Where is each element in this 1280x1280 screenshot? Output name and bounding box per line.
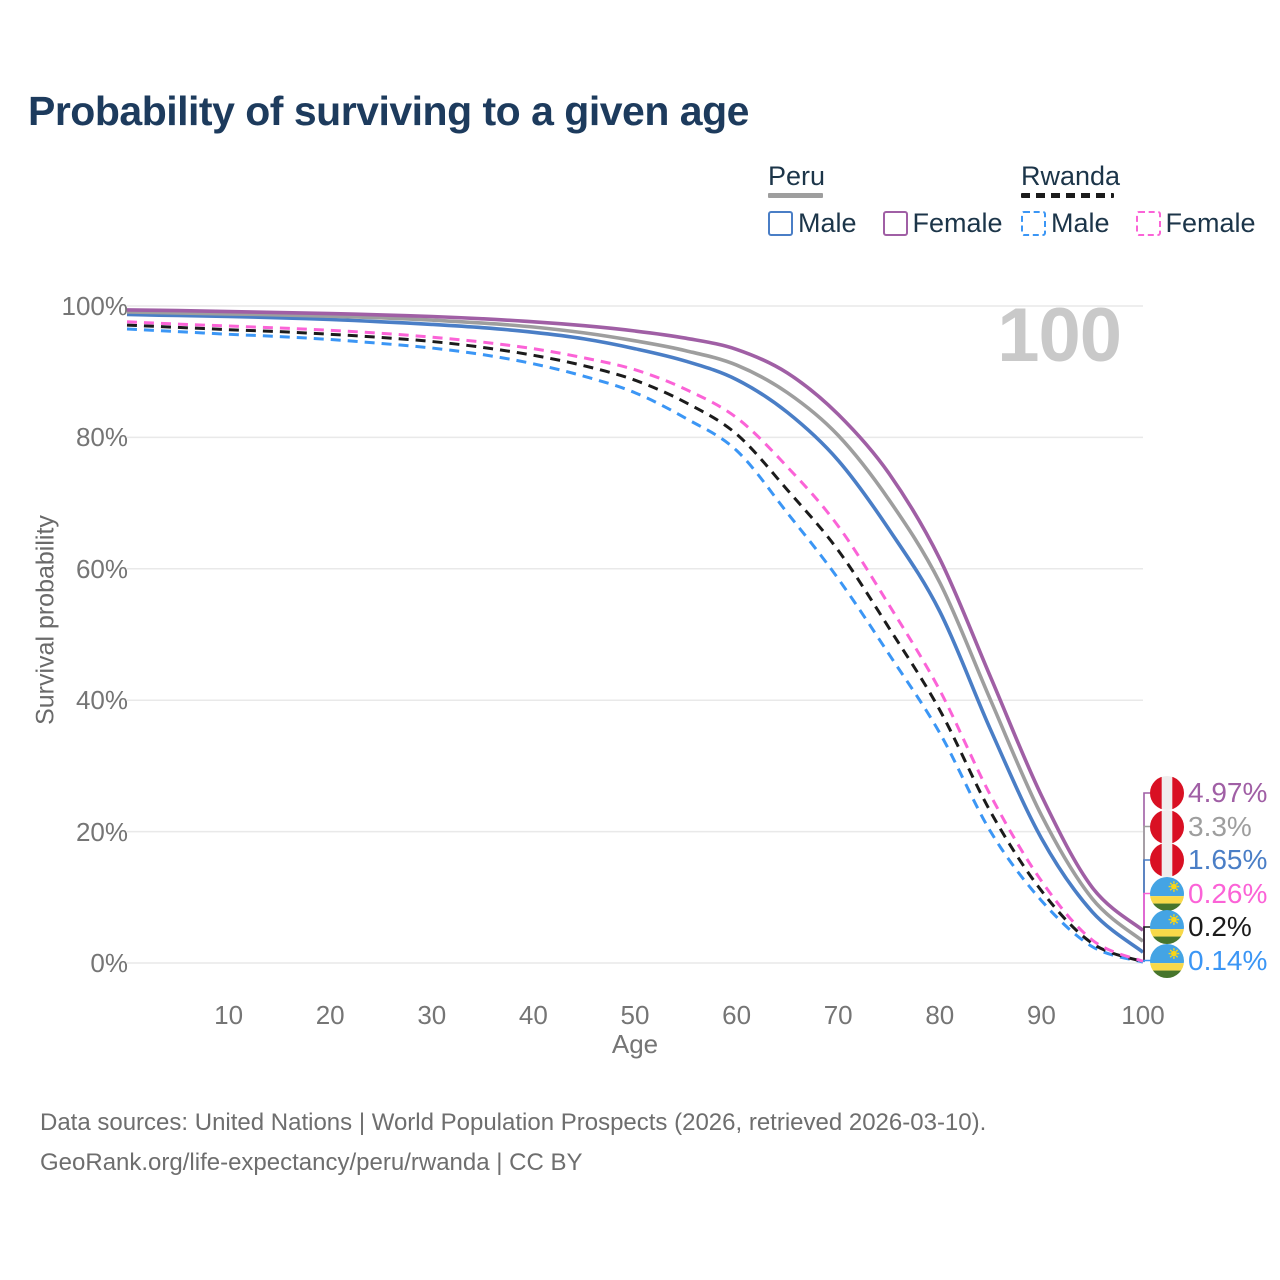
y-tick-label: 100% <box>61 291 129 321</box>
legend-label-rwanda-male: Male <box>1051 208 1110 238</box>
series-line-rwanda <box>126 323 1144 964</box>
end-label-value: 3.3% <box>1188 810 1252 842</box>
y-tick-label: 80% <box>75 422 128 453</box>
end-label-connector <box>1143 959 1151 963</box>
x-tick-label: 70 <box>823 1000 853 1030</box>
series-line-peru-female <box>126 308 1145 932</box>
legend-label-rwanda-female: Female <box>1165 208 1256 238</box>
legend-swatch-rwanda-male[interactable] <box>1021 211 1046 236</box>
legend-item-rwanda-female[interactable]: Female <box>1135 208 1256 239</box>
legend-group-peru: Peru Male Female <box>768 162 1003 239</box>
end-label-row-rwanda-male: 0.14% <box>1150 943 1268 978</box>
flag-icon-peru <box>1150 776 1184 810</box>
y-tick-label: 60% <box>75 553 128 584</box>
end-label-value: 0.14% <box>1188 944 1268 976</box>
x-tick-label: 40 <box>518 1000 548 1030</box>
x-tick-label: 80 <box>925 1000 955 1030</box>
legend-group-rwanda: Rwanda Male Female <box>1021 162 1256 239</box>
footer-data-sources: Data sources: United Nations | World Pop… <box>40 1109 987 1136</box>
end-label-value: 1.65% <box>1188 844 1268 875</box>
y-axis-title: Survival probability <box>31 515 60 725</box>
end-label-row-peru: 3.3% <box>1150 809 1252 844</box>
x-tick-label: 100 <box>1121 1000 1165 1030</box>
legend-swatch-rwanda-female[interactable] <box>1135 211 1161 236</box>
flag-icon-peru <box>1150 809 1184 844</box>
y-tick-label: 20% <box>75 816 128 847</box>
legend-swatch-peru-male[interactable] <box>768 211 793 236</box>
end-label-row-peru-female: 4.97% <box>1150 776 1267 810</box>
legend-label-peru-female: Female <box>912 208 1003 238</box>
end-label-value: 0.26% <box>1188 877 1268 909</box>
x-tick-label: 60 <box>722 1000 752 1030</box>
x-tick-label: 90 <box>1026 1000 1056 1030</box>
end-label-value: 0.2% <box>1188 911 1252 942</box>
footer: Data sources: United Nations | World Pop… <box>40 1103 986 1183</box>
legend-item-peru-male[interactable]: Male <box>768 208 857 239</box>
x-tick-label: 30 <box>417 1000 447 1030</box>
end-label-value: 4.97% <box>1188 777 1268 808</box>
end-label-row-rwanda: 0.2% <box>1150 910 1252 944</box>
x-tick-label: 50 <box>620 1000 650 1030</box>
y-tick-label: 0% <box>90 948 128 978</box>
x-tick-label: 20 <box>315 1000 345 1030</box>
end-label-row-rwanda-female: 0.26% <box>1150 876 1268 911</box>
flag-icon-rwanda <box>1150 943 1184 978</box>
flag-icon-rwanda <box>1150 910 1184 944</box>
x-tick-label: 10 <box>214 1000 244 1030</box>
legend-country-rwanda[interactable]: Rwanda <box>1021 161 1121 191</box>
legend-swatch-peru-female[interactable] <box>882 211 908 236</box>
legend-line-key-peru <box>768 193 823 198</box>
end-label-row-peru-male: 1.65% <box>1150 843 1267 877</box>
series-line-peru-male <box>126 312 1145 954</box>
age-counter-watermark: 100 <box>997 293 1122 378</box>
series-line-rwanda-female <box>126 320 1144 963</box>
flag-icon-rwanda <box>1150 876 1184 911</box>
page-title: Probability of surviving to a given age <box>28 88 749 134</box>
legend-item-rwanda-male[interactable]: Male <box>1021 208 1110 239</box>
legend-country-peru[interactable]: Peru <box>768 161 826 191</box>
legend-item-peru-female[interactable]: Female <box>882 208 1003 239</box>
end-label-connector <box>1143 926 1151 962</box>
flag-icon-peru <box>1150 843 1184 877</box>
y-tick-label: 40% <box>75 685 128 716</box>
x-axis-title: Age <box>611 1029 659 1059</box>
legend-label-peru-male: Male <box>798 208 857 238</box>
footer-attribution: GeoRank.org/life-expectancy/peru/rwanda … <box>40 1149 583 1176</box>
series-line-rwanda-male <box>126 327 1144 964</box>
series-line-peru <box>126 310 1145 943</box>
legend-line-key-rwanda <box>1021 193 1114 198</box>
